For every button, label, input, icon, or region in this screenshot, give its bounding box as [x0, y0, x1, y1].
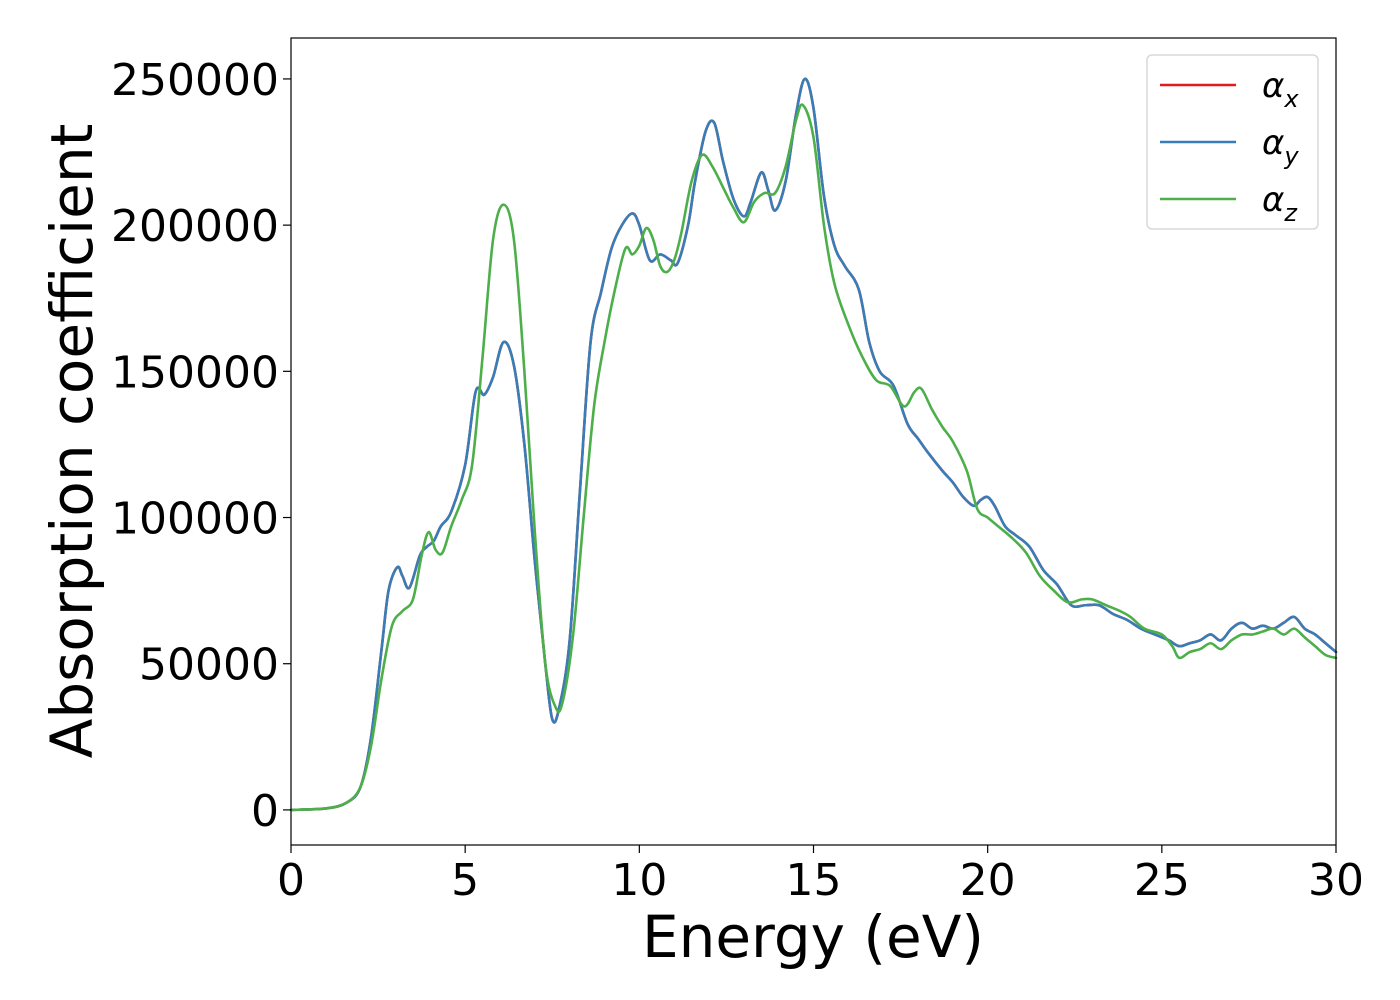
x-tick-label: 5: [451, 855, 479, 906]
legend-label-y: αy: [1262, 123, 1299, 170]
y-axis-title: Absorption coefficient: [38, 124, 106, 759]
y-tick-label: 0: [251, 786, 279, 837]
series-line-z: [289, 103, 1338, 812]
legend: αx αy αz: [1146, 54, 1319, 230]
x-tick-label: 25: [1134, 855, 1190, 906]
x-tick-label: 30: [1308, 855, 1364, 906]
y-tick-label: 50000: [139, 640, 279, 691]
y-tick-label: 250000: [111, 55, 279, 106]
y-tick-label: 200000: [111, 201, 279, 252]
legend-label-z: αz: [1262, 180, 1298, 227]
x-axis-title: Energy (eV): [642, 903, 984, 971]
y-tick-label: 100000: [111, 494, 279, 545]
x-tick-label: 0: [277, 855, 305, 906]
x-tick-label: 10: [611, 855, 667, 906]
x-tick-label: 20: [960, 855, 1016, 906]
x-axis: 0 5 10 15 20 25 30: [277, 845, 1364, 906]
legend-label-x: αx: [1262, 66, 1299, 113]
x-tick-label: 15: [786, 855, 842, 906]
y-tick-label: 150000: [111, 347, 279, 398]
series-lines: [289, 77, 1338, 812]
y-axis: 0 50000 100000 150000 200000 250000: [111, 55, 291, 837]
